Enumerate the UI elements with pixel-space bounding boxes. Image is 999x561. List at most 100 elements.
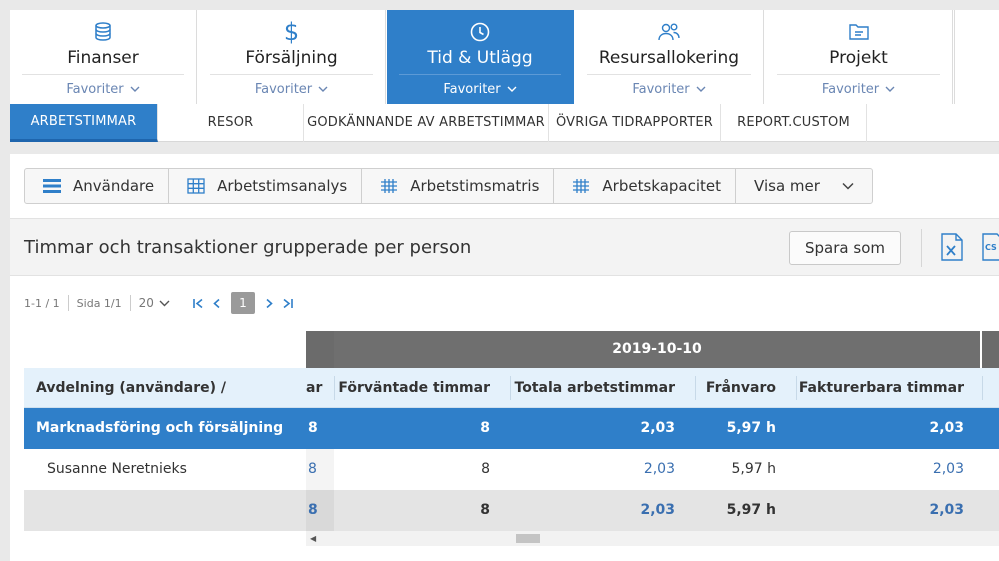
clock-icon — [387, 20, 573, 44]
current-page[interactable]: 1 — [230, 292, 255, 314]
module-title: Finanser — [67, 48, 139, 68]
horizontal-scrollbar[interactable]: ◀ — [306, 531, 999, 546]
chevron-down-icon — [318, 86, 328, 92]
cell-partial: 8 — [308, 420, 318, 436]
divider — [777, 74, 940, 75]
list-icon — [43, 179, 61, 193]
cell-partial[interactable]: 8 — [308, 461, 317, 477]
analysis-button-label: Arbetstimsanalys — [217, 177, 348, 195]
column-header-total[interactable]: Totala arbetstimmar — [514, 380, 675, 396]
favorites-dropdown[interactable]: Favoriter — [387, 82, 573, 97]
folder-icon — [765, 20, 952, 44]
module-resursallokering[interactable]: Resursallokering Favoriter — [575, 10, 764, 104]
cell-absence: 5,97 h — [726, 502, 776, 518]
cell-total[interactable]: 2,03 — [640, 420, 675, 436]
module-nav: Finanser Favoriter $ Försäljning Favorit… — [0, 0, 999, 104]
module-projekt[interactable]: Projekt Favoriter — [765, 10, 953, 104]
module-title: Resursallokering — [598, 48, 740, 68]
column-header-absence[interactable]: Frånvaro — [705, 380, 776, 396]
table-row[interactable]: Susanne Neretnieks 8 8 2,03 5,97 h 2,03 — [24, 449, 999, 490]
divider — [982, 376, 983, 400]
divider — [587, 74, 751, 75]
module-tid-utlagg[interactable]: Tid & Utlägg Favoriter — [387, 10, 574, 104]
chevron-down-icon — [130, 86, 140, 92]
csv-label: CS — [985, 243, 997, 252]
cell-absence: 5,97 h — [731, 461, 777, 477]
csv-export-icon[interactable]: CS — [981, 233, 999, 265]
tab-arbetstimmar[interactable]: ARBETSTIMMAR — [10, 104, 158, 142]
users-button[interactable]: Användare — [24, 168, 170, 204]
cell-total[interactable]: 2,03 — [643, 461, 675, 477]
pagination: 1-1 / 1 Sida 1/1 20 1 — [24, 292, 298, 314]
capacity-button[interactable]: Arbetskapacitet — [553, 168, 737, 204]
coins-icon — [10, 20, 196, 44]
module-title: Tid & Utlägg — [427, 48, 533, 68]
report-header: Timmar och transaktioner grupperade per … — [10, 218, 999, 276]
cell-expected: 8 — [480, 420, 490, 436]
favorites-label: Favoriter — [254, 82, 313, 97]
divider — [399, 74, 561, 75]
divider — [210, 74, 373, 75]
cell-billable[interactable]: 2,03 — [932, 461, 964, 477]
column-header-partial[interactable]: ar — [306, 380, 323, 396]
capacity-button-label: Arbetskapacitet — [602, 177, 722, 195]
cell-name — [36, 490, 306, 531]
matrix-button-label: Arbetstimsmatris — [410, 177, 540, 195]
divider — [695, 376, 696, 400]
divider — [129, 295, 131, 311]
column-header-expected[interactable]: Förväntade timmar — [338, 380, 490, 396]
favorites-dropdown[interactable]: Favoriter — [765, 82, 952, 97]
divider — [67, 295, 69, 311]
excel-export-icon[interactable] — [940, 233, 964, 265]
chevron-down-icon — [507, 86, 517, 92]
next-page-icon[interactable] — [265, 298, 274, 309]
column-header-billable[interactable]: Fakturerbara timmar — [798, 380, 964, 396]
table-row-group[interactable]: Marknadsföring och försäljning 8 8 2,03 … — [24, 408, 999, 449]
scroll-left-icon[interactable]: ◀ — [310, 534, 317, 543]
cell-expected: 8 — [481, 461, 490, 477]
favorites-label: Favoriter — [632, 82, 690, 97]
date-band-edge — [306, 331, 334, 368]
module-forsaljning[interactable]: $ Försäljning Favoriter — [198, 10, 386, 104]
tab-ovriga-tidrapporter[interactable]: ÖVRIGA TIDRAPPORTER — [549, 104, 721, 142]
save-as-button[interactable]: Spara som — [789, 231, 901, 265]
prev-page-icon[interactable] — [212, 298, 221, 309]
favorites-label: Favoriter — [821, 82, 880, 97]
divider — [22, 74, 184, 75]
divider — [334, 376, 335, 400]
matrix-button[interactable]: Arbetstimsmatris — [361, 168, 555, 204]
divider — [796, 376, 797, 400]
row-edge — [306, 408, 334, 449]
first-page-icon[interactable] — [192, 298, 204, 309]
chevron-down-icon — [842, 182, 854, 190]
module-finanser[interactable]: Finanser Favoriter — [10, 10, 197, 104]
favorites-dropdown[interactable]: Favoriter — [575, 82, 763, 97]
page-size-select[interactable]: 20 — [139, 296, 170, 310]
tab-godkannande[interactable]: GODKÄNNANDE AV ARBETSTIMMAR — [304, 104, 549, 142]
pager-page-info: Sida 1/1 — [76, 296, 122, 310]
cell-expected: 8 — [480, 502, 490, 518]
report-card: Användare Arbetstimsanalys Arbetstimsmat… — [10, 154, 999, 561]
last-page-icon[interactable] — [282, 298, 294, 309]
favorites-dropdown[interactable]: Favoriter — [10, 82, 196, 97]
cell-partial[interactable]: 8 — [308, 502, 318, 518]
scrollbar-thumb[interactable] — [516, 534, 540, 543]
row-edge — [306, 490, 334, 531]
table-icon — [381, 179, 398, 193]
more-label: Visa mer — [754, 177, 820, 195]
column-header-group[interactable]: Avdelning (användare) / Användare — [36, 380, 227, 436]
module-next-partial[interactable] — [954, 10, 999, 104]
report-table: 2019-10-10 Avdelning (användare) / Använ… — [24, 331, 999, 546]
cell-billable[interactable]: 2,03 — [929, 420, 964, 436]
tab-resor[interactable]: RESOR — [158, 104, 304, 142]
favorites-dropdown[interactable]: Favoriter — [198, 82, 385, 97]
more-dropdown[interactable]: Visa mer — [735, 168, 873, 204]
users-button-label: Användare — [73, 177, 155, 195]
tab-report-custom[interactable]: REPORT.CUSTOM — [721, 104, 867, 142]
grid-icon — [187, 178, 205, 194]
cell-billable[interactable]: 2,03 — [929, 502, 964, 518]
analysis-button[interactable]: Arbetstimsanalys — [168, 168, 363, 204]
sub-tabs: ARBETSTIMMAR RESOR GODKÄNNANDE AV ARBETS… — [10, 104, 999, 142]
cell-total[interactable]: 2,03 — [640, 502, 675, 518]
cell-absence: 5,97 h — [726, 420, 776, 436]
